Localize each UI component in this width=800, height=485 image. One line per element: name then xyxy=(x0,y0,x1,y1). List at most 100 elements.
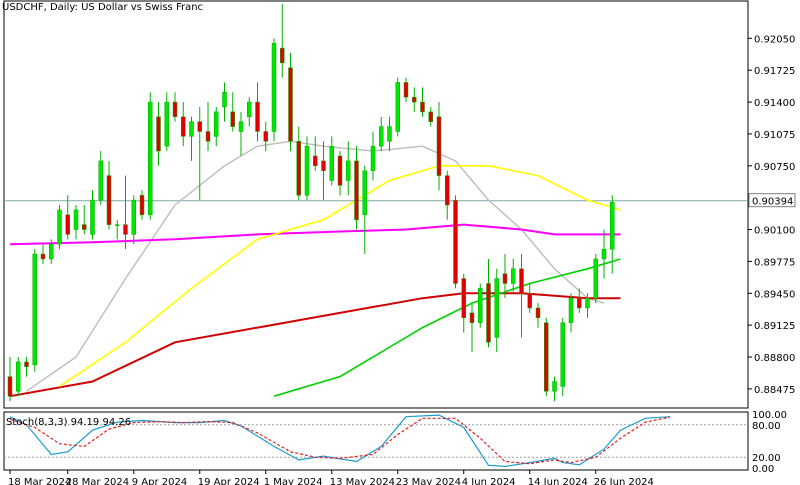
bear-candle xyxy=(106,175,112,225)
x-tick-label: 19 Apr 2024 xyxy=(198,477,260,485)
y-tick-label: 0.91725 xyxy=(754,66,795,77)
bear-candle xyxy=(181,116,186,137)
bull-candle xyxy=(610,201,615,250)
bear-candle xyxy=(544,322,549,392)
stoch-tick-label: 20.00 xyxy=(752,453,781,464)
bull-candle xyxy=(131,199,136,235)
ma-purple-line xyxy=(9,223,621,246)
bull-candle xyxy=(164,101,169,147)
bear-candle xyxy=(527,293,532,309)
bull-candle xyxy=(395,82,400,132)
bull-candle xyxy=(32,253,37,366)
ma-mid-line xyxy=(59,165,621,388)
y-tick-label: 0.90100 xyxy=(754,226,795,237)
current-price-label: 0.90394 xyxy=(752,197,793,208)
bull-candle xyxy=(329,145,334,181)
y-tick-label: 0.90750 xyxy=(754,162,795,173)
bear-candle xyxy=(445,175,450,206)
bear-candle xyxy=(24,361,29,368)
bear-candle xyxy=(577,297,582,309)
bear-candle xyxy=(255,101,260,132)
bear-candle xyxy=(469,312,475,323)
bull-candle xyxy=(238,121,244,132)
bear-candle xyxy=(230,111,235,127)
y-tick-label: 0.89125 xyxy=(754,321,795,332)
bear-candle xyxy=(412,96,417,103)
bear-candle xyxy=(502,273,508,284)
bear-candle xyxy=(313,155,318,167)
bull-candle xyxy=(73,209,79,230)
bull-candle xyxy=(362,170,367,216)
bear-candle xyxy=(280,47,285,64)
bear-candle xyxy=(263,131,268,142)
y-tick-label: 0.89450 xyxy=(754,289,795,300)
bull-candle xyxy=(57,209,62,245)
x-tick-label: 23 May 2024 xyxy=(396,477,461,485)
stoch-label: Stoch(8,3,3) 94.19 94.26 xyxy=(6,417,131,428)
y-tick-label: 0.91075 xyxy=(754,130,795,141)
x-tick-label: 28 Mar 2024 xyxy=(66,477,129,485)
x-tick-label: 26 Jun 2024 xyxy=(594,477,654,485)
y-tick-label: 0.92050 xyxy=(754,34,795,45)
bear-candle xyxy=(354,160,359,220)
bull-candle xyxy=(593,258,598,299)
bear-candle xyxy=(461,278,466,319)
bull-candle xyxy=(379,126,384,147)
stoch-main-line xyxy=(9,414,671,468)
bear-candle xyxy=(428,111,433,122)
bear-candle xyxy=(321,160,326,171)
bull-candle xyxy=(115,224,120,226)
x-tick-label: 4 Jun 2024 xyxy=(462,477,516,485)
bear-candle xyxy=(40,253,46,260)
bull-candle xyxy=(189,121,194,137)
stoch-pane-frame xyxy=(3,411,749,471)
bull-candle xyxy=(90,199,95,235)
bear-candle xyxy=(296,141,301,196)
main-pane-frame xyxy=(3,0,749,409)
stoch-tick-label: 0.00 xyxy=(752,464,774,475)
bull-candle xyxy=(585,297,590,309)
bear-candle xyxy=(420,101,425,113)
bull-candle xyxy=(304,145,310,196)
ma-200-line xyxy=(9,292,621,398)
bear-candle xyxy=(453,199,458,284)
bull-candle xyxy=(478,288,483,323)
ma-short-line xyxy=(26,140,605,392)
stoch-signal-line xyxy=(9,416,671,465)
bull-candle xyxy=(552,381,557,392)
bull-candle xyxy=(346,160,351,181)
bear-candle xyxy=(65,214,70,235)
bull-candle xyxy=(49,243,54,260)
bear-candle xyxy=(7,376,13,397)
bull-candle xyxy=(601,248,607,260)
stoch-tick-label: 100.00 xyxy=(752,410,787,421)
bear-candle xyxy=(288,67,293,142)
bear-candle xyxy=(535,307,541,319)
y-tick-label: 0.89775 xyxy=(754,257,795,268)
bear-candle xyxy=(197,121,202,132)
bull-candle xyxy=(568,297,574,323)
bull-candle xyxy=(16,361,21,392)
main-price-pane: 0.92050 0.91725 0.91400 0.91075 0.90750 0.901… xyxy=(3,0,796,409)
chart-title: USDCHF, Daily: US Dollar vs Swiss Franc xyxy=(2,2,203,13)
ma-long-line xyxy=(273,258,621,397)
bear-candle xyxy=(436,116,442,176)
bull-candle xyxy=(222,92,227,108)
bull-candle xyxy=(494,278,499,338)
x-tick-label: 13 May 2024 xyxy=(330,477,395,485)
bear-candle xyxy=(139,194,145,216)
bear-candle xyxy=(519,268,524,294)
bear-candle xyxy=(205,131,211,142)
x-tick-label: 9 Apr 2024 xyxy=(132,477,187,485)
y-tick-label: 0.88475 xyxy=(754,385,795,396)
bull-candle xyxy=(560,322,565,387)
stoch-tick-label: 80.00 xyxy=(752,421,781,432)
bear-candle xyxy=(123,224,128,235)
bear-candle xyxy=(403,82,409,98)
bull-candle xyxy=(511,268,516,284)
bear-candle xyxy=(172,101,178,118)
bull-candle xyxy=(271,42,277,132)
bear-candle xyxy=(82,224,87,230)
